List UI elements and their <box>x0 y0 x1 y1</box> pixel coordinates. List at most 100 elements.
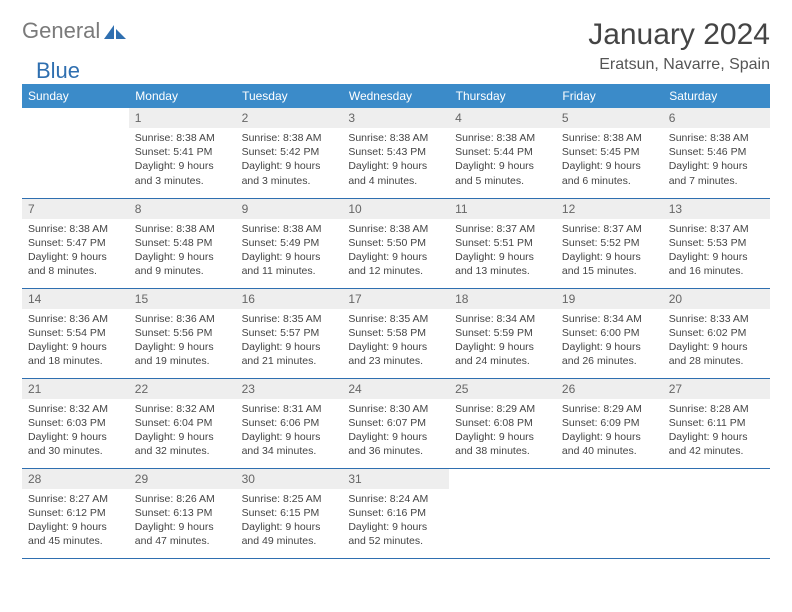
day-number: 27 <box>663 379 770 399</box>
sunset-text: Sunset: 5:44 PM <box>455 145 550 159</box>
sunrise-text: Sunrise: 8:24 AM <box>348 492 443 506</box>
daylight-text: Daylight: 9 hours and 49 minutes. <box>242 520 337 548</box>
calendar-body: 1Sunrise: 8:38 AMSunset: 5:41 PMDaylight… <box>22 108 770 558</box>
calendar-cell: 28Sunrise: 8:27 AMSunset: 6:12 PMDayligh… <box>22 468 129 558</box>
sunset-text: Sunset: 5:47 PM <box>28 236 123 250</box>
sunset-text: Sunset: 5:46 PM <box>669 145 764 159</box>
calendar-cell: 29Sunrise: 8:26 AMSunset: 6:13 PMDayligh… <box>129 468 236 558</box>
sunset-text: Sunset: 6:15 PM <box>242 506 337 520</box>
day-details: Sunrise: 8:36 AMSunset: 5:54 PMDaylight:… <box>22 309 129 375</box>
sunrise-text: Sunrise: 8:26 AM <box>135 492 230 506</box>
day-number: 23 <box>236 379 343 399</box>
sunset-text: Sunset: 5:43 PM <box>348 145 443 159</box>
day-number: 21 <box>22 379 129 399</box>
calendar-cell: 30Sunrise: 8:25 AMSunset: 6:15 PMDayligh… <box>236 468 343 558</box>
sunrise-text: Sunrise: 8:38 AM <box>242 222 337 236</box>
sunset-text: Sunset: 6:09 PM <box>562 416 657 430</box>
daylight-text: Daylight: 9 hours and 38 minutes. <box>455 430 550 458</box>
sunrise-text: Sunrise: 8:36 AM <box>135 312 230 326</box>
daylight-text: Daylight: 9 hours and 36 minutes. <box>348 430 443 458</box>
daylight-text: Daylight: 9 hours and 26 minutes. <box>562 340 657 368</box>
calendar-cell: 17 Sunrise: 8:35 AMSunset: 5:58 PMDayligh… <box>342 288 449 378</box>
daylight-text: Daylight: 9 hours and 7 minutes. <box>669 159 764 187</box>
sunrise-text: Sunrise: 8:38 AM <box>135 222 230 236</box>
day-number: 17 <box>342 289 449 309</box>
day-details: Sunrise: 8:38 AMSunset: 5:48 PMDaylight:… <box>129 219 236 285</box>
day-details: Sunrise: 8:38 AMSunset: 5:41 PMDaylight:… <box>129 128 236 194</box>
calendar-cell: 24Sunrise: 8:30 AMSunset: 6:07 PMDayligh… <box>342 378 449 468</box>
sunrise-text: Sunrise: 8:33 AM <box>669 312 764 326</box>
day-number: 7 <box>22 199 129 219</box>
sunrise-text: Sunrise: 8:38 AM <box>348 222 443 236</box>
calendar-cell: 27Sunrise: 8:28 AMSunset: 6:11 PMDayligh… <box>663 378 770 468</box>
calendar-week-row: 28Sunrise: 8:27 AMSunset: 6:12 PMDayligh… <box>22 468 770 558</box>
daylight-text: Daylight: 9 hours and 52 minutes. <box>348 520 443 548</box>
sunrise-text: Sunrise: 8:38 AM <box>455 131 550 145</box>
day-details: Sunrise: 8:37 AMSunset: 5:52 PMDaylight:… <box>556 219 663 285</box>
sunset-text: Sunset: 5:53 PM <box>669 236 764 250</box>
sunset-text: Sunset: 6:04 PM <box>135 416 230 430</box>
daylight-text: Daylight: 9 hours and 24 minutes. <box>455 340 550 368</box>
sunrise-text: Sunrise: 8:32 AM <box>28 402 123 416</box>
daylight-text: Daylight: 9 hours and 40 minutes. <box>562 430 657 458</box>
logo: General Blue <box>22 18 126 44</box>
calendar-week-row: 7Sunrise: 8:38 AMSunset: 5:47 PMDaylight… <box>22 198 770 288</box>
calendar-cell: 1Sunrise: 8:38 AMSunset: 5:41 PMDaylight… <box>129 108 236 198</box>
day-number: 18 <box>449 289 556 309</box>
day-number: 9 <box>236 199 343 219</box>
day-details: Sunrise: 8:38 AMSunset: 5:47 PMDaylight:… <box>22 219 129 285</box>
daylight-text: Daylight: 9 hours and 12 minutes. <box>348 250 443 278</box>
day-details: Sunrise: 8:24 AMSunset: 6:16 PMDaylight:… <box>342 489 449 555</box>
sunrise-text: Sunrise: 8:25 AM <box>242 492 337 506</box>
calendar-cell: 9Sunrise: 8:38 AMSunset: 5:49 PMDaylight… <box>236 198 343 288</box>
day-details: Sunrise: 8:34 AMSunset: 5:59 PMDaylight:… <box>449 309 556 375</box>
day-details: Sunrise: 8:26 AMSunset: 6:13 PMDaylight:… <box>129 489 236 555</box>
sunset-text: Sunset: 5:50 PM <box>348 236 443 250</box>
sunset-text: Sunset: 5:56 PM <box>135 326 230 340</box>
sunrise-text: Sunrise: 8:29 AM <box>455 402 550 416</box>
sunrise-text: Sunrise: 8:35 AM <box>348 312 443 326</box>
sunrise-text: Sunrise: 8:31 AM <box>242 402 337 416</box>
sunset-text: Sunset: 5:41 PM <box>135 145 230 159</box>
sunset-text: Sunset: 5:58 PM <box>348 326 443 340</box>
calendar-cell: 16Sunrise: 8:35 AMSunset: 5:57 PMDayligh… <box>236 288 343 378</box>
day-number: 2 <box>236 108 343 128</box>
day-number: 31 <box>342 469 449 489</box>
sunrise-text: Sunrise: 8:38 AM <box>135 131 230 145</box>
daylight-text: Daylight: 9 hours and 23 minutes. <box>348 340 443 368</box>
day-details: Sunrise: 8:38 AMSunset: 5:49 PMDaylight:… <box>236 219 343 285</box>
sunrise-text: Sunrise: 8:36 AM <box>28 312 123 326</box>
day-number: 13 <box>663 199 770 219</box>
sunset-text: Sunset: 5:49 PM <box>242 236 337 250</box>
weekday-header: Thursday <box>449 84 556 108</box>
day-number: 3 <box>342 108 449 128</box>
calendar-cell: 25Sunrise: 8:29 AMSunset: 6:08 PMDayligh… <box>449 378 556 468</box>
calendar-cell: 3Sunrise: 8:38 AMSunset: 5:43 PMDaylight… <box>342 108 449 198</box>
sunset-text: Sunset: 6:16 PM <box>348 506 443 520</box>
day-number: 1 <box>129 108 236 128</box>
day-number: 4 <box>449 108 556 128</box>
daylight-text: Daylight: 9 hours and 45 minutes. <box>28 520 123 548</box>
sunrise-text: Sunrise: 8:34 AM <box>562 312 657 326</box>
sunrise-text: Sunrise: 8:35 AM <box>242 312 337 326</box>
sunrise-text: Sunrise: 8:38 AM <box>348 131 443 145</box>
sunrise-text: Sunrise: 8:32 AM <box>135 402 230 416</box>
daylight-text: Daylight: 9 hours and 11 minutes. <box>242 250 337 278</box>
sunset-text: Sunset: 5:45 PM <box>562 145 657 159</box>
calendar-cell: 7Sunrise: 8:38 AMSunset: 5:47 PMDaylight… <box>22 198 129 288</box>
weekday-header: Tuesday <box>236 84 343 108</box>
day-number: 26 <box>556 379 663 399</box>
sunrise-text: Sunrise: 8:38 AM <box>562 131 657 145</box>
sunrise-text: Sunrise: 8:28 AM <box>669 402 764 416</box>
calendar-cell: 12Sunrise: 8:37 AMSunset: 5:52 PMDayligh… <box>556 198 663 288</box>
sunrise-text: Sunrise: 8:38 AM <box>242 131 337 145</box>
daylight-text: Daylight: 9 hours and 15 minutes. <box>562 250 657 278</box>
sunrise-text: Sunrise: 8:34 AM <box>455 312 550 326</box>
day-details: Sunrise: 8:30 AMSunset: 6:07 PMDaylight:… <box>342 399 449 465</box>
day-number: 28 <box>22 469 129 489</box>
daylight-text: Daylight: 9 hours and 8 minutes. <box>28 250 123 278</box>
daylight-text: Daylight: 9 hours and 3 minutes. <box>242 159 337 187</box>
sunrise-text: Sunrise: 8:38 AM <box>669 131 764 145</box>
logo-sail-icon <box>104 23 126 39</box>
calendar-week-row: 1Sunrise: 8:38 AMSunset: 5:41 PMDaylight… <box>22 108 770 198</box>
